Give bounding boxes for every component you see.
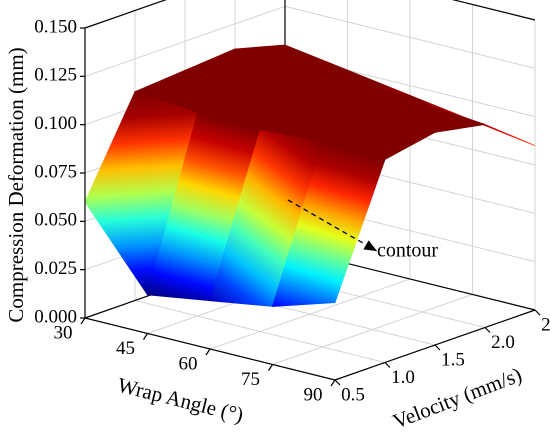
y-tick-label: 1.5 bbox=[441, 349, 465, 370]
x-tick-label: 30 bbox=[54, 322, 73, 343]
y-tick-label: 2.5 bbox=[541, 314, 550, 335]
x-tick bbox=[80, 317, 86, 325]
x-tick-label: 60 bbox=[179, 353, 198, 374]
y-tick bbox=[534, 309, 541, 316]
y-tick-label: 2.0 bbox=[491, 332, 515, 353]
axes-front: 0.000 0.025 0.050 0.075 0.100 0.125 0.150 30 45 6… bbox=[34, 16, 550, 405]
x-tick-label: 45 bbox=[116, 338, 135, 359]
x-tick bbox=[330, 379, 336, 387]
y-tick bbox=[434, 344, 441, 351]
x-tick-label: 90 bbox=[304, 384, 323, 405]
y-tick bbox=[484, 327, 491, 333]
y-tick bbox=[384, 362, 391, 368]
z-tick-label: 0.075 bbox=[34, 161, 77, 182]
x-tick bbox=[205, 348, 211, 356]
y-tick-label: 1.0 bbox=[391, 367, 415, 388]
annotation: contour bbox=[377, 240, 438, 262]
z-axis-title: Compression Deformation (mm) bbox=[4, 47, 28, 322]
grid-line bbox=[134, 300, 386, 363]
y-tick-label: 0.5 bbox=[341, 384, 365, 405]
z-tick-label: 0.000 bbox=[34, 306, 77, 327]
x-tick bbox=[143, 333, 148, 340]
z-tick-label: 0.150 bbox=[34, 16, 77, 37]
x-axis-title: Wrap Angle (°) bbox=[115, 373, 246, 427]
surface bbox=[84, 44, 536, 307]
surface-patch bbox=[271, 141, 386, 307]
annotation-arrow bbox=[287, 199, 378, 252]
x-tick-label: 75 bbox=[241, 369, 260, 390]
axis-line bbox=[84, 0, 167, 29]
axis-line bbox=[451, 0, 536, 21]
z-tick-label: 0.100 bbox=[34, 113, 77, 134]
y-tick bbox=[334, 379, 341, 386]
z-tick-label: 0.025 bbox=[34, 258, 77, 279]
z-tick-label: 0.125 bbox=[34, 65, 77, 86]
x-tick bbox=[268, 364, 273, 371]
z-tick-label: 0.050 bbox=[34, 210, 77, 231]
